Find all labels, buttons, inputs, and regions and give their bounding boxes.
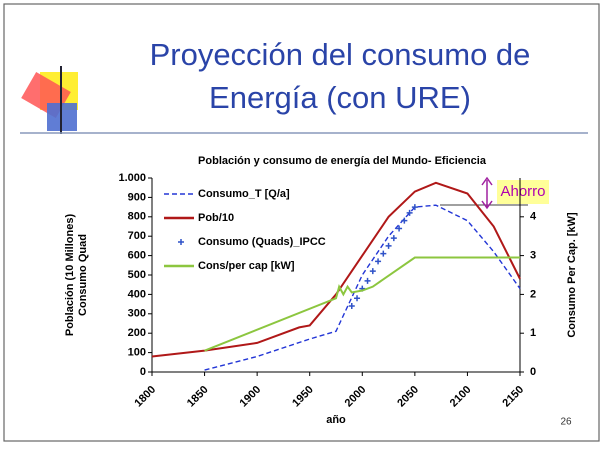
scatter-point bbox=[396, 225, 403, 232]
scatter-point bbox=[411, 204, 418, 211]
scatter-point bbox=[348, 303, 355, 310]
y2-tick-label: 4 bbox=[530, 211, 537, 223]
scatter-point bbox=[390, 235, 397, 242]
y-tick-label: 1.000 bbox=[118, 172, 146, 184]
y-tick-label: 200 bbox=[128, 327, 146, 339]
series-line bbox=[204, 256, 520, 352]
chart-title: Población y consumo de energía del Mundo… bbox=[198, 155, 487, 167]
x-axis-label: año bbox=[326, 414, 346, 426]
scatter-point bbox=[364, 277, 371, 284]
y2-tick-label: 2 bbox=[530, 288, 536, 300]
slide-frame bbox=[3, 3, 600, 442]
legend-label: Consumo_T [Q/a] bbox=[198, 188, 290, 200]
slide-title: Proyección del consumo de bbox=[150, 37, 531, 72]
legend-marker bbox=[178, 239, 184, 245]
scatter-point bbox=[380, 250, 387, 257]
y2-tick-label: 3 bbox=[530, 250, 536, 262]
scatter-point bbox=[369, 268, 376, 275]
scatter-point bbox=[401, 217, 408, 224]
y-tick-label: 300 bbox=[128, 308, 146, 320]
y-tick-label: 600 bbox=[128, 250, 146, 262]
y-tick-label: 0 bbox=[140, 366, 146, 378]
y-tick-label: 100 bbox=[128, 347, 146, 359]
scatter-point bbox=[406, 209, 413, 216]
y-tick-label: 700 bbox=[128, 230, 146, 242]
scatter-point bbox=[385, 242, 392, 249]
series-line bbox=[204, 204, 521, 371]
annotation-arrowheads bbox=[481, 176, 493, 210]
slide-title: Energía (con URE) bbox=[209, 80, 471, 115]
y2-axis-label: Consumo Per Cap. [kW] bbox=[566, 212, 578, 338]
y-tick-label: 400 bbox=[128, 288, 146, 300]
legend-label: Cons/per cap [kW] bbox=[198, 260, 295, 272]
legend-label: Consumo (Quads)_IPCC bbox=[198, 236, 326, 248]
y-axis-label: Población (10 Millones) bbox=[64, 214, 76, 337]
y-axis-label: Consumo Quad bbox=[77, 234, 89, 316]
y2-tick-label: 1 bbox=[530, 327, 536, 339]
scatter-point bbox=[375, 258, 382, 265]
legend-label: Pob/10 bbox=[198, 212, 234, 224]
series-line bbox=[151, 181, 521, 358]
y-tick-label: 800 bbox=[128, 211, 146, 223]
y-tick-label: 900 bbox=[128, 191, 146, 203]
annotation-box bbox=[497, 180, 549, 204]
annotation: Ahorro bbox=[500, 183, 545, 200]
y2-tick-label: 0 bbox=[530, 366, 536, 378]
y-tick-label: 500 bbox=[128, 269, 146, 281]
scatter-point bbox=[354, 295, 361, 302]
slide-number: 26 bbox=[560, 417, 572, 428]
